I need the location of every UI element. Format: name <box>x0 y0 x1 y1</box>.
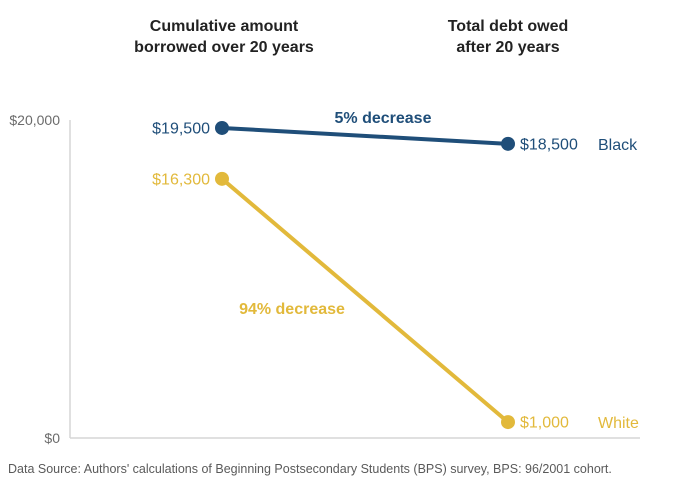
column-header-line: after 20 years <box>456 39 560 56</box>
data-label: $1,000 <box>520 415 569 432</box>
column-header-line: borrowed over 20 years <box>134 39 314 56</box>
column-header-line: Cumulative amount <box>149 18 299 35</box>
data-point <box>501 415 515 430</box>
data-label: $18,500 <box>520 136 578 153</box>
change-annotation: 5% decrease <box>335 110 432 127</box>
change-annotation: 94% decrease <box>239 301 345 318</box>
source-note: Data Source: Authors' calculations of Be… <box>8 462 612 476</box>
data-point <box>501 136 515 151</box>
data-point <box>215 120 229 135</box>
series-label: White <box>598 415 639 432</box>
data-point <box>215 171 229 186</box>
data-label: $16,300 <box>152 171 210 188</box>
series-label: Black <box>598 137 638 154</box>
y-tick-label: $0 <box>44 430 60 446</box>
data-label: $19,500 <box>152 120 210 137</box>
column-header-line: Total debt owed <box>447 18 569 35</box>
series-line-black <box>220 125 510 146</box>
y-tick-label: $20,000 <box>9 112 60 128</box>
column-header-borrowed: Cumulative amount borrowed over 20 years <box>104 16 344 58</box>
series-line-white <box>220 176 510 425</box>
column-header-owed: Total debt owed after 20 years <box>388 16 628 58</box>
